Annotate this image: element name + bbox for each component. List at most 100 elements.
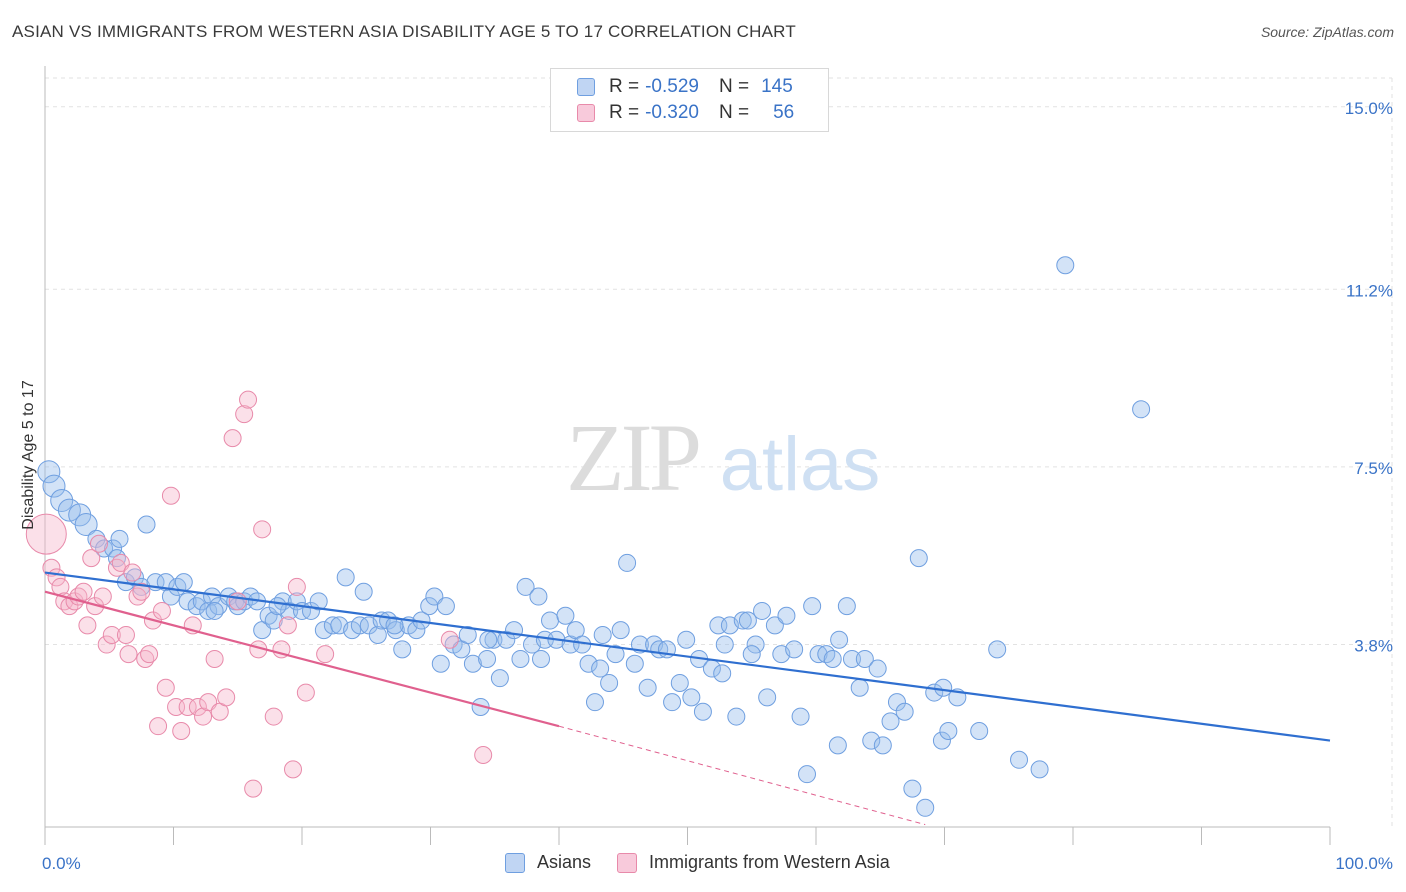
legend-n-value-asians: 145 — [761, 76, 793, 97]
point-asians — [268, 597, 287, 616]
point-asians — [1056, 256, 1075, 275]
chart-title: ASIAN VS IMMIGRANTS FROM WESTERN ASIA DI… — [12, 22, 796, 41]
point-asians — [37, 460, 61, 484]
point-asians — [868, 659, 887, 678]
point-asians — [585, 693, 604, 712]
y-tick-label: 7.5% — [1354, 459, 1393, 478]
point-asians — [625, 654, 644, 673]
point-western-asia — [253, 520, 272, 539]
legend-swatch-western-asia — [577, 104, 595, 122]
point-asians — [939, 721, 958, 740]
point-asians — [606, 645, 625, 664]
point-asians — [431, 654, 450, 673]
point-western-asia — [278, 616, 297, 635]
point-western-asia — [25, 513, 67, 555]
point-asians — [611, 621, 630, 640]
x-tick-label-min: 0.0% — [42, 854, 81, 873]
point-asians — [593, 625, 612, 644]
point-western-asia — [102, 625, 121, 644]
data-points — [25, 256, 1151, 817]
trend-lines — [44, 571, 1331, 826]
point-asians — [855, 649, 874, 668]
legend-n-value-western-asia: 56 — [773, 102, 795, 123]
point-asians — [842, 649, 861, 668]
point-asians — [425, 587, 444, 606]
point-asians — [178, 592, 197, 611]
point-asians — [809, 645, 828, 664]
point-western-asia — [140, 645, 159, 664]
point-asians — [823, 649, 842, 668]
legend-r-label: R = — [609, 102, 640, 123]
point-asians — [638, 678, 657, 697]
point-asians — [600, 673, 619, 692]
legend: R = -0.529 N = 145 R = -0.320 N = 56 — [550, 68, 829, 132]
legend-r-value-western-asia: -0.320 — [645, 102, 699, 123]
point-asians — [785, 640, 804, 659]
point-asians — [758, 688, 777, 707]
point-western-asia — [440, 630, 459, 649]
point-asians — [733, 611, 752, 630]
point-western-asia — [82, 549, 101, 568]
gridlines — [45, 77, 1393, 827]
point-western-asia — [194, 707, 213, 726]
legend-swatch-asians — [577, 78, 595, 96]
legend-r-value-asians: -0.529 — [645, 76, 699, 97]
bottom-legend-label-western-asia: Immigrants from Western Asia — [649, 852, 890, 872]
point-asians — [532, 649, 551, 668]
point-asians — [110, 529, 129, 548]
point-asians — [618, 553, 637, 572]
point-asians — [497, 630, 516, 649]
point-asians — [881, 712, 900, 731]
point-asians — [280, 601, 299, 620]
point-asians — [187, 597, 206, 616]
point-western-asia — [161, 486, 180, 505]
legend-row-asians: R = -0.529 N = 145 — [577, 75, 793, 99]
point-asians — [74, 513, 98, 537]
point-western-asia — [123, 563, 142, 582]
point-asians — [259, 606, 278, 625]
point-western-asia — [287, 577, 306, 596]
point-asians — [393, 640, 412, 659]
point-asians — [490, 669, 509, 688]
point-asians — [909, 549, 928, 568]
point-western-asia — [89, 534, 108, 553]
point-western-asia — [93, 587, 112, 606]
point-asians — [746, 635, 765, 654]
point-western-asia — [119, 645, 138, 664]
trend-line-western-asia-extension — [558, 725, 926, 826]
point-western-asia — [111, 553, 130, 572]
point-asians — [727, 707, 746, 726]
point-asians — [713, 664, 732, 683]
point-asians — [677, 630, 696, 649]
point-western-asia — [223, 429, 242, 448]
point-western-asia — [74, 582, 93, 601]
point-asians — [323, 616, 342, 635]
point-western-asia — [149, 717, 168, 736]
point-western-asia — [97, 635, 116, 654]
legend-n-label: N = — [718, 102, 750, 123]
point-asians — [541, 611, 560, 630]
point-western-asia — [78, 616, 97, 635]
point-asians — [753, 601, 772, 620]
point-asians — [591, 659, 610, 678]
point-asians — [693, 702, 712, 721]
point-asians — [264, 611, 283, 630]
point-asians — [478, 649, 497, 668]
point-asians — [715, 635, 734, 654]
point-western-asia — [132, 582, 151, 601]
point-asians — [436, 597, 455, 616]
point-asians — [791, 707, 810, 726]
point-western-asia — [316, 645, 335, 664]
axes — [44, 66, 1331, 845]
point-asians — [385, 616, 404, 635]
point-asians — [887, 693, 906, 712]
trend-line-asians — [44, 571, 1331, 742]
point-asians — [663, 693, 682, 712]
point-asians — [137, 515, 156, 534]
point-asians — [156, 573, 175, 592]
point-asians — [803, 597, 822, 616]
point-western-asia — [217, 688, 236, 707]
point-asians — [837, 597, 856, 616]
point-asians — [895, 702, 914, 721]
